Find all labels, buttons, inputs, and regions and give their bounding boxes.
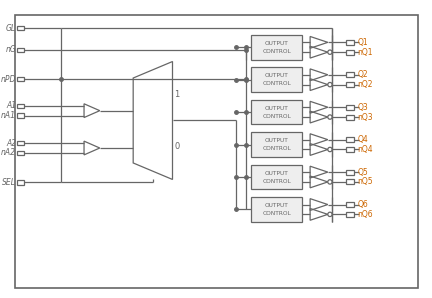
Text: OUTPUT: OUTPUT xyxy=(265,138,289,143)
Bar xyxy=(346,115,354,119)
Bar xyxy=(17,113,24,118)
Bar xyxy=(17,47,24,52)
Text: nPD: nPD xyxy=(1,75,16,84)
Text: nQ1: nQ1 xyxy=(357,48,373,57)
Bar xyxy=(346,212,354,217)
Bar xyxy=(17,103,24,108)
Text: OUTPUT: OUTPUT xyxy=(265,203,289,208)
Text: OUTPUT: OUTPUT xyxy=(265,41,289,46)
Text: CONTROL: CONTROL xyxy=(262,179,291,184)
Bar xyxy=(346,72,354,77)
Text: OUTPUT: OUTPUT xyxy=(265,170,289,176)
Bar xyxy=(346,82,354,87)
Bar xyxy=(346,170,354,175)
Bar xyxy=(346,40,354,45)
Text: Q5: Q5 xyxy=(357,167,368,177)
Bar xyxy=(17,180,24,185)
Text: 0: 0 xyxy=(175,142,180,151)
Bar xyxy=(251,35,302,60)
Bar xyxy=(17,77,24,81)
Text: CONTROL: CONTROL xyxy=(262,211,291,216)
Text: CONTROL: CONTROL xyxy=(262,146,291,151)
Bar xyxy=(346,179,354,184)
Bar xyxy=(346,202,354,207)
Bar xyxy=(251,67,302,92)
Text: nQ2: nQ2 xyxy=(357,80,373,89)
Bar xyxy=(251,165,302,189)
Text: nQ6: nQ6 xyxy=(357,210,373,219)
Bar xyxy=(346,105,354,110)
Text: Q4: Q4 xyxy=(357,135,368,144)
Text: OUTPUT: OUTPUT xyxy=(265,73,289,78)
Text: GL: GL xyxy=(6,24,16,32)
Bar xyxy=(17,26,24,30)
Text: nQ3: nQ3 xyxy=(357,113,373,122)
Text: A2: A2 xyxy=(6,139,16,148)
Bar xyxy=(346,137,354,142)
Text: Q2: Q2 xyxy=(357,70,368,79)
Bar xyxy=(251,100,302,125)
Text: SEL: SEL xyxy=(2,178,16,187)
Text: Q1: Q1 xyxy=(357,38,368,47)
Text: 1: 1 xyxy=(175,90,180,99)
Bar xyxy=(346,50,354,55)
Bar xyxy=(17,151,24,155)
Bar xyxy=(17,141,24,145)
Bar xyxy=(251,132,302,157)
Text: CONTROL: CONTROL xyxy=(262,81,291,86)
Text: CONTROL: CONTROL xyxy=(262,49,291,54)
Text: CONTROL: CONTROL xyxy=(262,114,291,119)
Text: nQ5: nQ5 xyxy=(357,177,373,187)
Text: A1: A1 xyxy=(6,101,16,110)
Bar xyxy=(251,197,302,222)
Bar xyxy=(346,147,354,152)
Text: Q6: Q6 xyxy=(357,200,368,209)
Text: OUTPUT: OUTPUT xyxy=(265,106,289,111)
Text: nA1: nA1 xyxy=(1,111,16,120)
Text: Q3: Q3 xyxy=(357,103,368,112)
Text: nG: nG xyxy=(6,45,16,54)
Text: nQ4: nQ4 xyxy=(357,145,373,154)
Text: nA2: nA2 xyxy=(1,148,16,157)
